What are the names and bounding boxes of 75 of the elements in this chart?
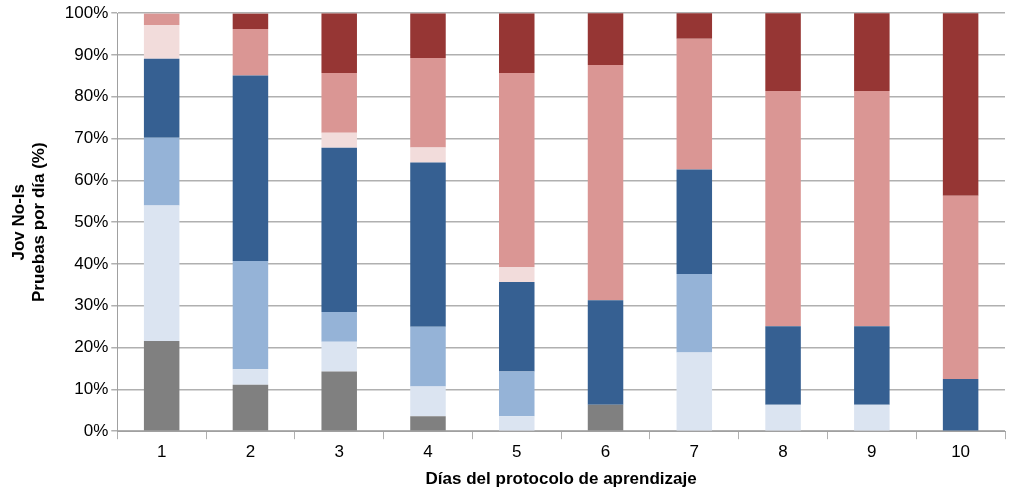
bar [321,341,357,372]
bar [499,72,535,267]
x-tick-label: 7 [689,442,700,462]
bar [765,90,801,327]
bar [143,24,180,59]
y-tick-label: 10% [74,379,109,399]
bar [143,13,180,25]
bar [499,13,535,73]
x-tick-label: 1 [156,442,167,462]
bar [676,13,713,39]
x-tick-label: 8 [778,442,788,462]
bar [854,13,890,91]
bar [854,326,890,405]
y-tick-label: 90% [74,44,109,64]
x-axis-title: Días del protocolo de aprendizaje [425,469,697,489]
y-tick-label: 70% [74,128,109,148]
bar [676,169,713,275]
bar [942,378,979,431]
bar [410,162,446,327]
bar [143,58,180,138]
bar [942,13,979,196]
bar [232,384,269,431]
bar [765,326,801,405]
bar [232,369,269,385]
bar [232,13,269,30]
bar [499,266,535,282]
bar [232,261,269,370]
bar [676,352,713,431]
y-tick-label: 30% [74,295,109,315]
y-tick-label: 80% [74,86,109,106]
bar [321,371,357,431]
x-tick-label: 5 [512,442,522,462]
bar [321,312,357,342]
bar [321,13,357,73]
bar [143,340,180,431]
bar [232,29,269,76]
x-tick-label: 6 [600,442,611,462]
x-tick-label: 3 [334,442,344,462]
bar [410,57,446,148]
bar [232,75,269,262]
bar [765,404,801,431]
bar [942,195,979,379]
x-tick-label: 10 [951,442,971,462]
bar [587,300,624,405]
bar [587,404,624,431]
y-tick-label: 100% [64,2,109,22]
bar [765,13,801,91]
x-tick-label: 4 [423,442,433,462]
y-tick-label: 40% [74,253,109,273]
bar [321,147,357,313]
bar [410,416,446,431]
x-tick-label: 2 [245,442,256,462]
y-tick-label: 60% [74,170,109,190]
bar [321,72,357,133]
bar [854,404,890,431]
bar [499,281,535,372]
bar [499,416,535,431]
y-tick-label: 20% [74,337,109,357]
bar [587,13,624,66]
y-tick-label: 0% [83,420,109,440]
bar [321,132,357,148]
bar [676,274,713,353]
bar [410,13,446,58]
bar [676,38,713,170]
bar [410,147,446,163]
bar [143,137,180,206]
bar [499,371,535,417]
y-tick-label: 50% [74,211,109,231]
y-axis-title: Jov No-Is Pruebas por día (%) [8,142,49,303]
bar [854,90,890,327]
bar [410,386,446,417]
bar [410,326,446,387]
bar [587,65,624,301]
x-tick-label: 9 [867,442,877,462]
bar [143,205,180,341]
